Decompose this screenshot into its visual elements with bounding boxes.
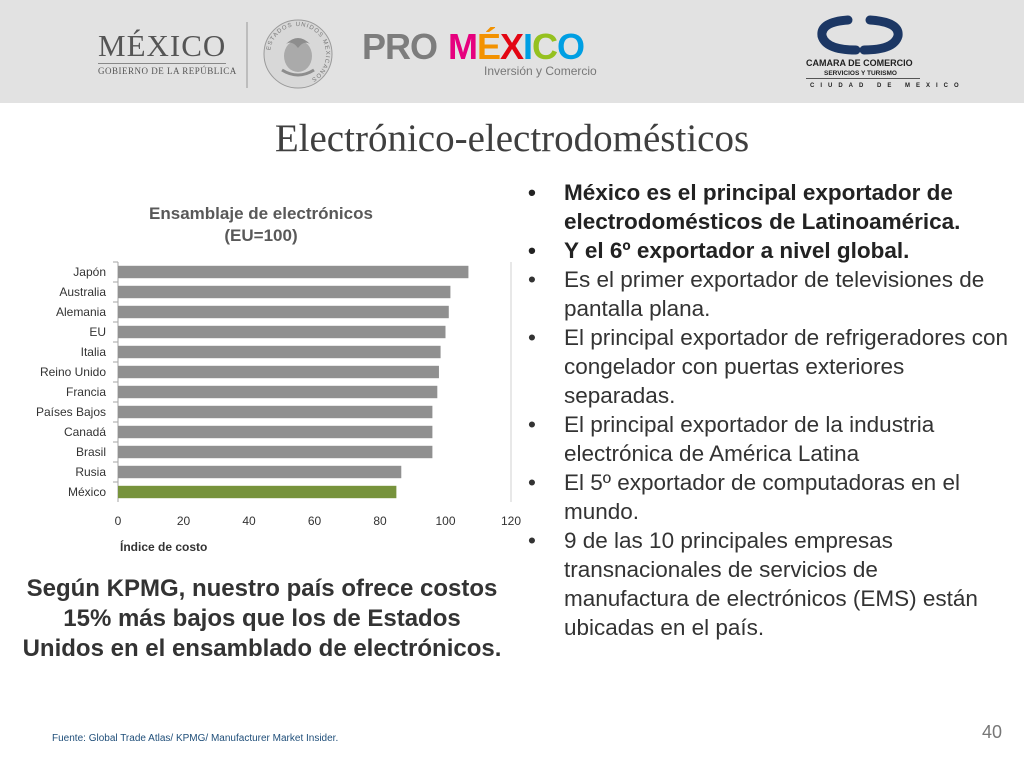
bar	[118, 425, 433, 439]
camara-line1: CAMARA DE COMERCIO	[806, 58, 913, 68]
x-axis-label: Índice de costo	[120, 539, 207, 554]
national-seal-icon: ESTADOS UNIDOS MEXICANOS	[263, 19, 333, 89]
category-label: Brasil	[76, 445, 106, 459]
x-tick-label: 80	[373, 514, 387, 528]
bar	[118, 325, 446, 339]
bar	[118, 285, 451, 299]
x-tick-label: 100	[435, 514, 455, 528]
x-tick-label: 0	[115, 514, 122, 528]
camara-line2: SERVICIOS Y TURISMO	[824, 70, 897, 77]
bullet-text: 9 de las 10 principales empresas transna…	[564, 528, 978, 640]
bar	[118, 405, 433, 419]
mexico-logo-rule	[98, 63, 226, 64]
category-label: Canadá	[64, 425, 106, 439]
bullet-dot: •	[528, 238, 536, 263]
promexico-letter: M	[448, 26, 478, 67]
kpmg-note: Según KPMG, nuestro país ofrece costos 1…	[22, 575, 502, 662]
bullet-dot: •	[528, 325, 536, 350]
cost-index-bar-chart: Ensamblaje de electrónicos (EU=100) Japón A…	[36, 204, 521, 554]
source-note: Fuente: Global Trade Atlas/ KPMG/ Manufa…	[52, 733, 339, 744]
bullet-item: • 9 de las 10 principales empresas transn…	[528, 526, 1008, 642]
chart-title: (EU=100)	[224, 226, 297, 245]
bullet-item: • México es el principal exportador de el…	[528, 178, 1008, 236]
bullet-item: • Y el 6º exportador a nivel global.	[528, 236, 1008, 265]
category-label: Italia	[81, 345, 107, 359]
bullet-dot: •	[528, 412, 536, 437]
promexico-letter: C	[532, 26, 558, 67]
bullet-list: • México es el principal exportador de el…	[528, 178, 1008, 642]
page-number: 40	[981, 722, 1002, 742]
bar	[118, 305, 449, 319]
category-label: Japón	[73, 265, 106, 279]
bullet-text: El principal exportador de la industria …	[564, 412, 935, 466]
bullet-dot: •	[528, 267, 536, 292]
promexico-letter: I	[523, 26, 533, 67]
x-tick-label: 20	[177, 514, 191, 528]
promexico-letter: O	[557, 26, 585, 67]
bullet-text: El principal exportador de refrigeradore…	[564, 325, 1008, 408]
promexico-mexico-word: MÉXICO	[448, 26, 585, 68]
category-label: Australia	[59, 285, 106, 299]
bullet-item: • El principal exportador de la industria…	[528, 410, 1008, 468]
bar	[118, 365, 439, 379]
promexico-letter: X	[500, 26, 524, 67]
x-tick-label: 60	[308, 514, 322, 528]
camara-line3: CIUDAD DE MEXICO	[810, 83, 965, 89]
camara-comercio-logo: CAMARA DE COMERCIO SERVICIOS Y TURISMO C…	[800, 14, 959, 94]
category-label: Países Bajos	[36, 405, 106, 419]
promexico-letter: É	[477, 26, 501, 67]
bullet-text: México es el principal exportador de ele…	[564, 180, 961, 234]
category-label: Reino Unido	[40, 365, 106, 379]
slide-title: Electrónico-electrodomésticos	[274, 117, 750, 160]
category-label: Alemania	[56, 305, 106, 319]
category-label: EU	[89, 325, 106, 339]
camara-rule	[806, 78, 920, 79]
bullet-item: • El principal exportador de refrigerador…	[528, 323, 1008, 410]
x-tick-label: 120	[501, 514, 521, 528]
bullet-dot: •	[528, 528, 536, 553]
bar	[118, 445, 433, 459]
camara-comercio-emblem-icon	[817, 15, 903, 55]
mexico-logo-word: MÉXICO	[98, 28, 227, 63]
mexico-logo-subtitle: GOBIERNO DE LA REPÚBLICA	[98, 66, 237, 76]
chart-title: Ensamblaje de electrónicos	[149, 204, 373, 223]
x-tick-label: 40	[242, 514, 256, 528]
bullet-item: • Es el primer exportador de televisiones…	[528, 265, 1008, 323]
gobierno-mexico-logo: MÉXICO GOBIERNO DE LA REPÚBLICA	[96, 28, 236, 78]
header-divider	[246, 22, 248, 88]
bullet-dot: •	[528, 470, 536, 495]
bar	[118, 385, 438, 399]
category-label: Rusia	[75, 465, 106, 479]
bullet-dot: •	[528, 180, 536, 205]
header-band: MÉXICO GOBIERNO DE LA REPÚBLICA ESTADOS …	[0, 0, 1024, 103]
bullet-item: • El 5º exportador de computadoras en el …	[528, 468, 1008, 526]
bar	[118, 345, 441, 359]
bar	[118, 465, 402, 479]
category-label: Francia	[66, 385, 106, 399]
bullet-text: Y el 6º exportador a nivel global.	[564, 238, 910, 263]
bullet-text: Es el primer exportador de televisiones …	[564, 267, 985, 321]
promexico-logo: PRO MÉXICO Inversión y Comercio	[362, 24, 612, 84]
category-label: México	[68, 485, 106, 499]
promexico-pro-word: PRO	[362, 26, 438, 67]
bar	[118, 485, 397, 499]
bar	[118, 265, 469, 279]
promexico-tagline: Inversión y Comercio	[484, 64, 597, 78]
bullet-text: El 5º exportador de computadoras en el m…	[564, 470, 960, 524]
